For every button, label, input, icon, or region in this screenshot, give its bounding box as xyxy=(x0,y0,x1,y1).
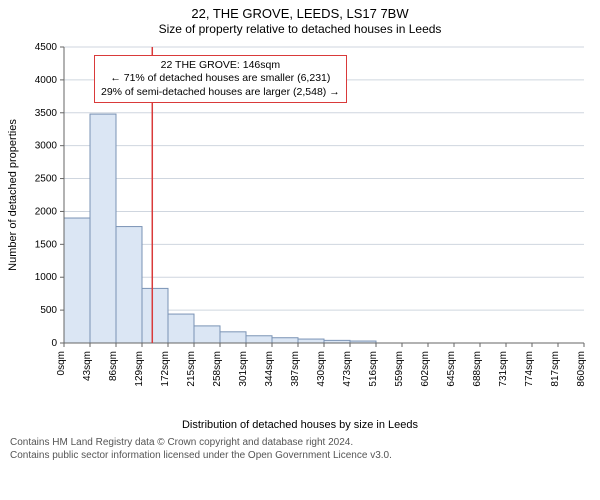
svg-text:172sqm: 172sqm xyxy=(160,351,171,387)
svg-text:473sqm: 473sqm xyxy=(342,351,353,387)
footer-line: Contains public sector information licen… xyxy=(10,450,590,463)
svg-text:500: 500 xyxy=(40,305,57,316)
svg-text:430sqm: 430sqm xyxy=(316,351,327,387)
svg-text:817sqm: 817sqm xyxy=(550,351,561,387)
annotation-line: 29% of semi-detached houses are larger (… xyxy=(101,86,340,99)
svg-text:258sqm: 258sqm xyxy=(212,351,223,387)
footer-line: Contains HM Land Registry data © Crown c… xyxy=(10,437,590,450)
svg-text:3500: 3500 xyxy=(35,108,58,119)
annotation-box: 22 THE GROVE: 146sqm← 71% of detached ho… xyxy=(94,55,347,102)
svg-text:387sqm: 387sqm xyxy=(290,351,301,387)
svg-text:860sqm: 860sqm xyxy=(576,351,587,387)
svg-text:0sqm: 0sqm xyxy=(56,351,67,375)
svg-text:1500: 1500 xyxy=(35,240,58,251)
x-axis-label: Distribution of detached houses by size … xyxy=(0,419,600,431)
page-title: 22, THE GROVE, LEEDS, LS17 7BW xyxy=(0,0,600,22)
svg-text:1000: 1000 xyxy=(35,272,58,283)
svg-text:43sqm: 43sqm xyxy=(82,351,93,381)
svg-text:688sqm: 688sqm xyxy=(472,351,483,387)
page-subtitle: Size of property relative to detached ho… xyxy=(0,22,600,37)
svg-text:Number of detached properties: Number of detached properties xyxy=(7,119,19,271)
svg-text:731sqm: 731sqm xyxy=(498,351,509,387)
svg-text:86sqm: 86sqm xyxy=(108,351,119,381)
annotation-line: 22 THE GROVE: 146sqm xyxy=(101,59,340,72)
footer-attribution: Contains HM Land Registry data © Crown c… xyxy=(0,431,600,462)
svg-text:344sqm: 344sqm xyxy=(264,351,275,387)
svg-text:215sqm: 215sqm xyxy=(186,351,197,387)
svg-text:516sqm: 516sqm xyxy=(368,351,379,387)
svg-text:301sqm: 301sqm xyxy=(238,351,249,387)
svg-text:4500: 4500 xyxy=(35,42,58,53)
svg-text:4000: 4000 xyxy=(35,75,58,86)
svg-text:129sqm: 129sqm xyxy=(134,351,145,387)
svg-text:602sqm: 602sqm xyxy=(420,351,431,387)
annotation-line: ← 71% of detached houses are smaller (6,… xyxy=(101,72,340,85)
svg-text:645sqm: 645sqm xyxy=(446,351,457,387)
svg-text:559sqm: 559sqm xyxy=(394,351,405,387)
svg-text:2000: 2000 xyxy=(35,207,58,218)
chart-container: 0 500 1000 1500 2000 2500 3000 3500 4000 4500 0sqm… xyxy=(0,37,600,417)
svg-text:0: 0 xyxy=(51,338,57,349)
svg-text:2500: 2500 xyxy=(35,174,58,185)
svg-text:774sqm: 774sqm xyxy=(524,351,535,387)
svg-text:3000: 3000 xyxy=(35,141,58,152)
